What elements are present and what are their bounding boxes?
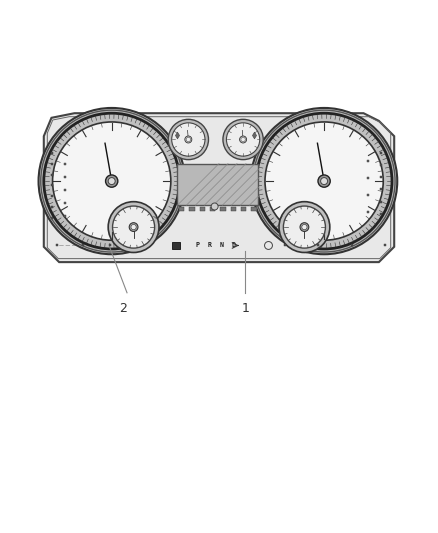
Circle shape: [129, 223, 138, 231]
Circle shape: [265, 241, 272, 249]
Circle shape: [283, 206, 325, 248]
Circle shape: [186, 138, 191, 142]
Circle shape: [302, 224, 307, 230]
Circle shape: [168, 119, 208, 159]
Circle shape: [131, 224, 136, 230]
Circle shape: [223, 119, 263, 159]
Bar: [179, 207, 184, 211]
Circle shape: [226, 123, 260, 156]
Circle shape: [41, 110, 183, 252]
Bar: [200, 207, 205, 211]
Circle shape: [44, 113, 180, 249]
Bar: [220, 207, 226, 211]
Circle shape: [241, 138, 245, 142]
Bar: [177, 164, 258, 205]
Circle shape: [106, 175, 118, 187]
Circle shape: [321, 177, 328, 184]
Polygon shape: [44, 113, 394, 262]
Circle shape: [300, 223, 309, 231]
Circle shape: [113, 206, 155, 248]
Text: P  R  N  D: P R N D: [196, 243, 237, 248]
Text: 1: 1: [241, 302, 249, 314]
Circle shape: [185, 136, 192, 143]
Bar: [241, 207, 246, 211]
Bar: [210, 207, 215, 211]
Circle shape: [211, 203, 218, 210]
Circle shape: [108, 201, 159, 253]
Bar: [231, 207, 236, 211]
Text: — — —: — — —: [59, 244, 77, 248]
Circle shape: [240, 136, 247, 143]
Bar: [172, 243, 180, 249]
Bar: [190, 207, 195, 211]
Circle shape: [172, 123, 205, 156]
Circle shape: [253, 110, 395, 252]
Circle shape: [53, 122, 171, 240]
Circle shape: [256, 113, 392, 249]
Circle shape: [279, 201, 330, 253]
Circle shape: [251, 108, 397, 254]
Circle shape: [39, 108, 185, 254]
Text: 2: 2: [119, 302, 127, 314]
Circle shape: [318, 175, 330, 187]
Circle shape: [265, 122, 383, 240]
Bar: [251, 207, 257, 211]
Circle shape: [108, 177, 115, 184]
